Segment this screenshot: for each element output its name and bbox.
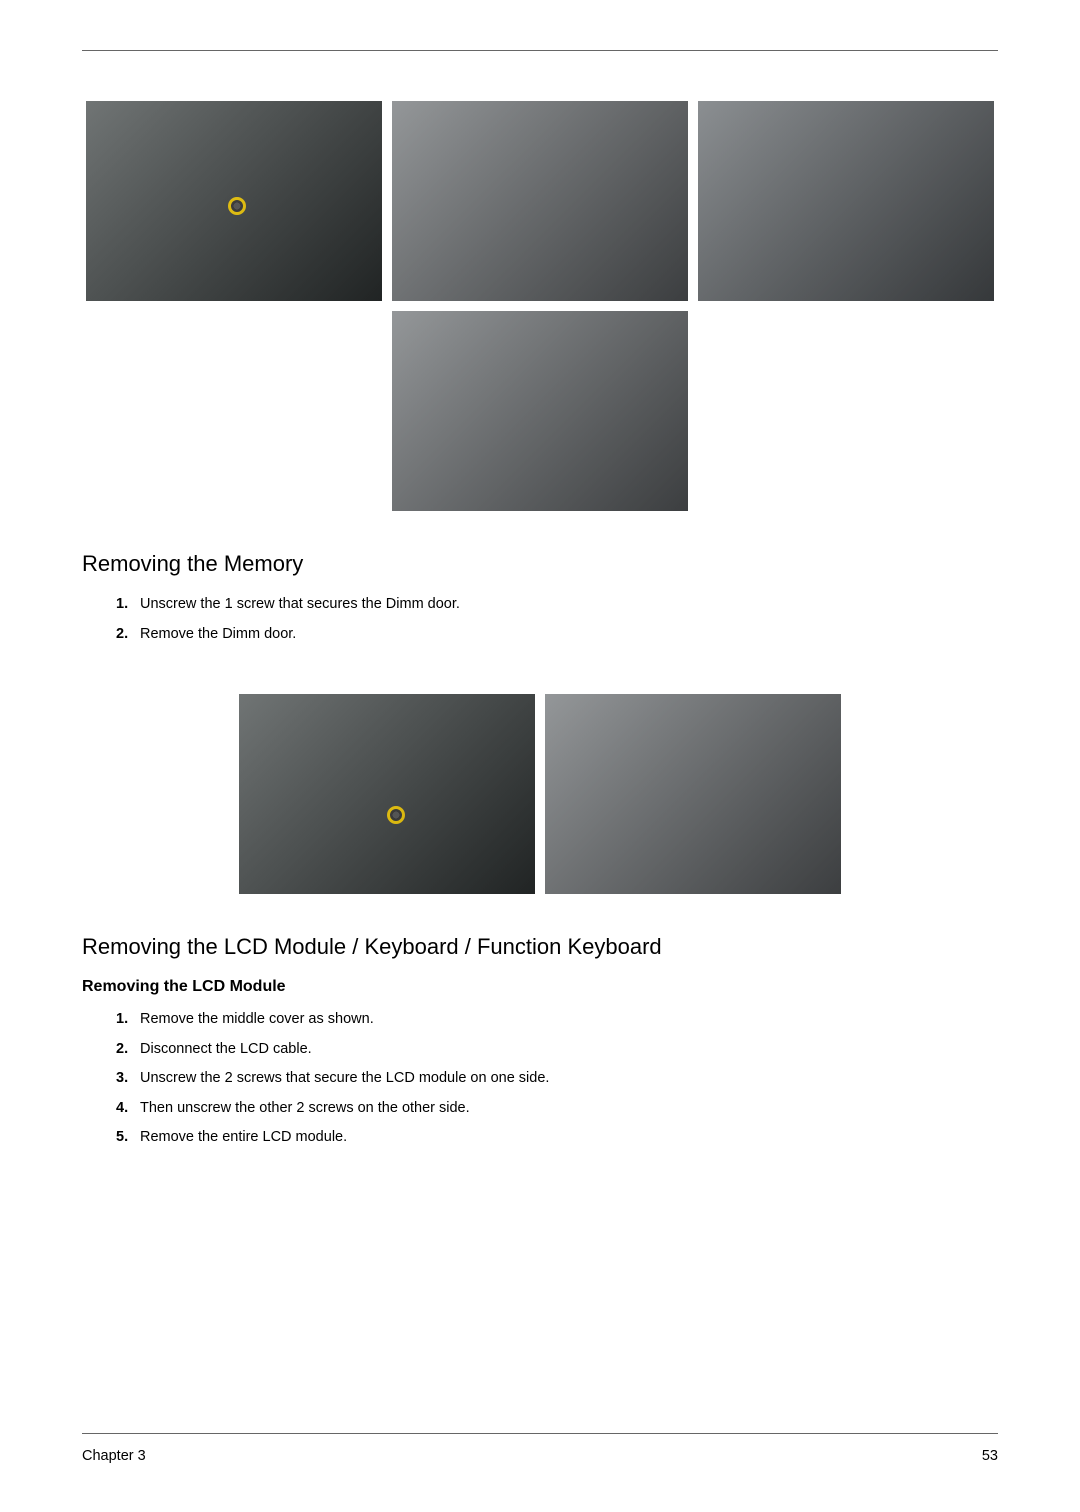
screw-marker-icon	[228, 197, 246, 215]
figure-dimm-remove	[545, 694, 841, 894]
figure-top-right	[392, 101, 688, 301]
footer-chapter: Chapter 3	[82, 1448, 146, 1464]
list-item: 5.Remove the entire LCD module.	[116, 1128, 998, 1148]
lcd-steps-list: 1.Remove the middle cover as shown. 2.Di…	[82, 1010, 998, 1148]
figure-bottom-left	[698, 101, 994, 301]
list-item: 3.Unscrew the 2 screws that secure the L…	[116, 1069, 998, 1089]
figure-top-left	[86, 101, 382, 301]
list-item: 4.Then unscrew the other 2 screws on the…	[116, 1099, 998, 1119]
page-footer: Chapter 3 53	[82, 1433, 998, 1464]
step-text: Unscrew the 1 screw that secures the Dim…	[140, 596, 460, 612]
screw-marker-icon	[387, 806, 405, 824]
top-image-grid	[82, 101, 998, 511]
step-text: Unscrew the 2 screws that secure the LCD…	[140, 1070, 549, 1086]
section-heading-memory: Removing the Memory	[82, 551, 998, 577]
memory-steps-list: 1.Unscrew the 1 screw that secures the D…	[82, 595, 998, 644]
step-text: Remove the middle cover as shown.	[140, 1011, 374, 1027]
step-text: Then unscrew the other 2 screws on the o…	[140, 1100, 470, 1116]
figure-dimm-door	[239, 694, 535, 894]
list-item: 1.Unscrew the 1 screw that secures the D…	[116, 595, 998, 615]
mid-image-row	[82, 694, 998, 894]
step-text: Remove the Dimm door.	[140, 626, 296, 642]
figure-bottom-right	[392, 311, 688, 511]
footer-page-number: 53	[982, 1448, 998, 1464]
step-text: Remove the entire LCD module.	[140, 1129, 347, 1145]
list-item: 2.Remove the Dimm door.	[116, 625, 998, 645]
section-heading-lcd: Removing the LCD Module / Keyboard / Fun…	[82, 934, 998, 960]
step-text: Disconnect the LCD cable.	[140, 1041, 312, 1057]
list-item: 2.Disconnect the LCD cable.	[116, 1040, 998, 1060]
list-item: 1.Remove the middle cover as shown.	[116, 1010, 998, 1030]
subsection-heading-lcd: Removing the LCD Module	[82, 978, 998, 996]
top-rule	[82, 50, 998, 51]
